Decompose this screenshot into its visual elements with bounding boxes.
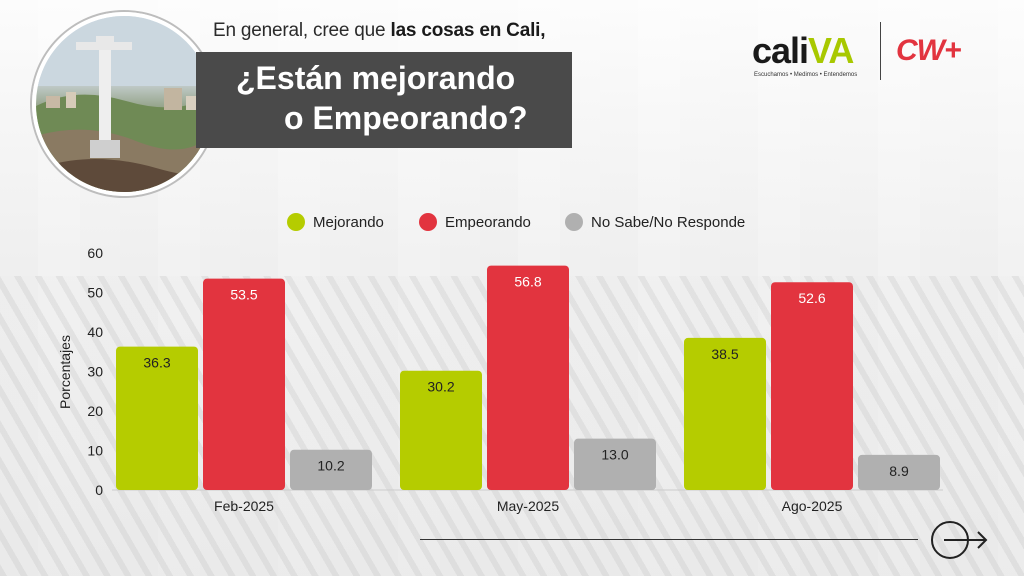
data-label: 13.0 [601, 447, 628, 463]
bar-mejorando [400, 370, 482, 490]
data-label: 36.3 [143, 355, 170, 371]
caliva-logo-cali: cali [752, 30, 809, 71]
subtitle: En general, cree que las cosas en Cali, [213, 20, 546, 42]
title-box: ¿Están mejorando o Empeorando? [196, 52, 572, 148]
bar-empeorando [771, 282, 853, 490]
data-label: 52.6 [798, 290, 825, 306]
y-axis-label: Porcentajes [57, 335, 73, 409]
y-tick-label: 30 [87, 364, 103, 380]
legend-label: No Sabe/No Responde [591, 214, 745, 231]
caliva-logo-va: VA [808, 30, 854, 71]
legend-marker [419, 213, 437, 231]
legend-label: Mejorando [313, 214, 384, 231]
data-label: 53.5 [230, 287, 257, 303]
subtitle-prefix: En general, cree que [213, 20, 391, 41]
data-label: 38.5 [711, 346, 738, 362]
x-tick-label: Feb-2025 [214, 498, 274, 514]
legend-label: Empeorando [445, 214, 531, 231]
bar-empeorando [487, 265, 569, 490]
y-tick-label: 0 [95, 482, 103, 498]
logo-divider [880, 22, 881, 80]
y-tick-label: 10 [87, 443, 103, 459]
bar-empeorando [203, 278, 285, 490]
next-button[interactable] [930, 520, 988, 560]
arrow-right-circle-icon [931, 521, 988, 559]
data-label: 56.8 [514, 274, 541, 290]
cristo-rey-photo [32, 12, 216, 196]
y-tick-label: 50 [87, 285, 103, 301]
bar-no-sabe-no-responde [574, 438, 656, 490]
title-line-2: o Empeorando? [284, 100, 528, 136]
bar-mejorando [684, 337, 766, 490]
y-tick-label: 20 [87, 403, 103, 419]
subtitle-bold: las cosas en Cali, [390, 20, 546, 41]
data-label: 10.2 [317, 458, 344, 474]
bar-no-sabe-no-responde [858, 454, 940, 490]
x-tick-label: Ago-2025 [782, 498, 843, 514]
bar-mejorando [116, 346, 198, 490]
data-label: 8.9 [889, 463, 909, 479]
title-line-1: ¿Están mejorando [236, 60, 516, 96]
x-tick-label: May-2025 [497, 498, 559, 514]
caliva-tagline: Escuchamos • Medimos • Entendemos [754, 72, 858, 78]
legend-marker [565, 213, 583, 231]
cw-plus-logo: CW+ [896, 34, 961, 67]
data-label: 30.2 [427, 379, 454, 395]
y-tick-label: 60 [87, 245, 103, 261]
caliva-logo: caliVA [752, 30, 854, 72]
footer-line [420, 539, 918, 540]
y-tick-label: 40 [87, 324, 103, 340]
legend-marker [287, 213, 305, 231]
bar-no-sabe-no-responde [290, 449, 372, 490]
